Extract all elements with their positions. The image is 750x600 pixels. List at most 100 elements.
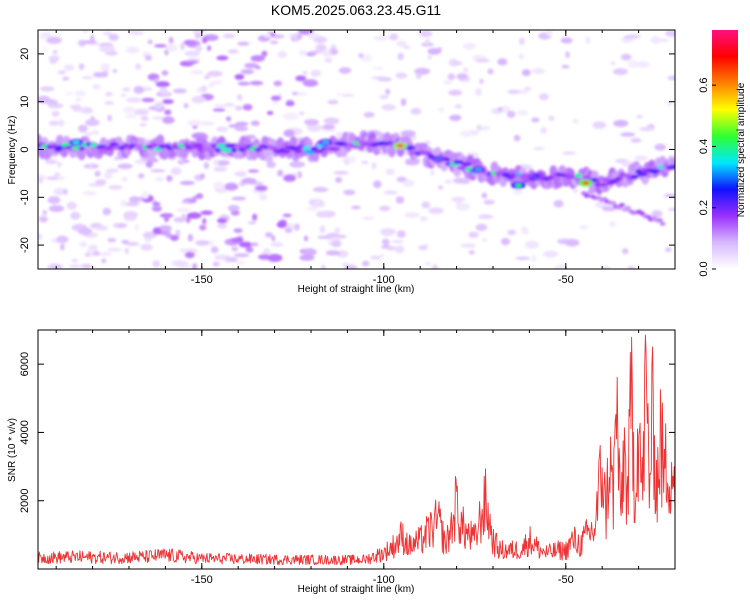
spectrogram-cell — [241, 177, 257, 184]
spectrogram-cell — [240, 69, 254, 75]
colorbar-tick-label: 0.6 — [698, 78, 710, 93]
spectrogram-cell — [396, 230, 406, 238]
spectrogram-cell — [237, 94, 243, 101]
spectrogram-cell — [177, 159, 185, 165]
spectrogram-cell — [474, 167, 482, 172]
spectrogram-cell — [361, 260, 370, 267]
spectrogram-cell — [656, 218, 663, 223]
spectrogram-cell — [572, 189, 579, 193]
spectrogram-cell — [235, 236, 244, 243]
spectrogram-cell — [363, 111, 375, 118]
spectrogram-cell — [418, 245, 428, 251]
spectrogram-cell — [77, 227, 93, 235]
spectrogram-cell — [475, 88, 482, 96]
spectrogram-cell — [554, 264, 568, 269]
spectrogram-cell — [386, 246, 397, 251]
spectrogram-cell — [302, 79, 319, 87]
spectrogram-cell — [289, 161, 305, 168]
spectrogram-y-tick-label: -10 — [19, 189, 31, 205]
spectrogram-cell — [430, 169, 435, 176]
spectrogram-cell — [140, 115, 149, 122]
spectrogram-cell — [427, 48, 442, 55]
colorbar-tick-label: 0.0 — [698, 261, 710, 276]
spectrogram-cell — [609, 221, 616, 227]
spectrogram-cell — [618, 203, 625, 207]
spectrogram-cell — [595, 202, 607, 208]
spectrogram-cell — [336, 92, 342, 96]
spectrogram-cell — [307, 32, 320, 40]
spectrogram-cell — [271, 235, 276, 242]
spectrogram-cell — [531, 68, 546, 74]
spectrogram-cell — [42, 32, 52, 38]
spectrogram-cell — [165, 232, 172, 239]
spectrogram-cell — [99, 45, 115, 53]
spectrogram-cell — [402, 179, 414, 187]
colorbar-ticks: 0.0 0.2 0.4 0.6 — [698, 78, 716, 277]
spectrogram-cell — [181, 200, 190, 204]
spectrogram-cell — [190, 70, 204, 75]
spectrogram-cell — [654, 143, 666, 151]
spectrogram-cell — [105, 91, 113, 97]
spectrogram-cell — [313, 149, 324, 154]
spectrogram-cell — [546, 30, 553, 37]
spectrogram-cell — [499, 105, 511, 113]
spectrogram-cell — [191, 132, 208, 140]
spectrogram-cell — [156, 134, 165, 147]
spectrogram-cell — [622, 248, 629, 254]
spectrogram-cell — [383, 190, 398, 195]
spectrogram-cell — [543, 250, 559, 258]
spectrogram-cell — [72, 140, 80, 145]
snr-x-tick-label: -50 — [558, 574, 574, 586]
spectrogram-cell — [269, 40, 279, 45]
spectrogram-cell — [583, 175, 590, 180]
spectrogram-cell — [211, 80, 223, 85]
spectrogram-cell — [120, 93, 126, 97]
spectrogram-cell — [105, 145, 115, 151]
spectrogram-cell — [321, 124, 335, 130]
spectrogram-cell — [51, 110, 60, 117]
spectrogram-cell — [254, 185, 268, 192]
spectrogram-cell — [152, 202, 161, 206]
spectrogram-cell — [517, 89, 530, 95]
spectrogram-cell — [361, 160, 369, 165]
spectrogram-cell — [516, 110, 529, 116]
spectrogram-cell — [150, 169, 166, 173]
spectrogram-cell — [395, 72, 408, 79]
spectrogram-cell — [60, 243, 65, 251]
spectrogram-cell — [450, 196, 466, 202]
spectrogram-cell — [213, 158, 219, 166]
spectrogram-cell — [449, 114, 462, 122]
spectrogram-cell — [107, 238, 117, 243]
spectrogram-cell — [404, 159, 420, 166]
spectrogram-cell — [533, 146, 545, 151]
spectrogram-cell — [42, 47, 47, 51]
spectrogram-cell — [333, 170, 350, 175]
spectrogram-cell — [304, 119, 319, 126]
spectrogram-cell — [444, 179, 453, 184]
spectrogram-cell — [276, 221, 287, 228]
spectrogram-cell — [405, 145, 416, 151]
spectrogram-cell — [186, 216, 191, 224]
spectrogram-cell — [636, 115, 643, 119]
spectrogram-cell — [582, 181, 590, 185]
spectrogram-cell — [427, 54, 433, 60]
spectrogram-cell — [100, 63, 111, 71]
spectrogram-cell — [515, 183, 522, 188]
spectrogram-cell — [147, 39, 153, 45]
spectrogram-cell — [163, 214, 170, 223]
spectrogram-cell — [223, 103, 235, 107]
spectrogram-cell — [667, 75, 675, 81]
spectrogram-cell — [71, 258, 78, 263]
spectrogram-cell — [128, 30, 145, 36]
spectrogram-cell — [668, 164, 675, 169]
spectrogram-cell — [319, 225, 326, 234]
spectrogram-cell — [283, 174, 296, 182]
spectrogram-cell — [234, 126, 249, 132]
spectrogram-cell — [226, 116, 232, 122]
spectrogram-cell — [195, 240, 211, 246]
spectrogram-cell — [199, 224, 207, 231]
spectrogram-cell — [328, 147, 340, 152]
spectrogram-cell — [207, 70, 223, 77]
spectrogram-cell — [306, 207, 319, 211]
spectrogram-cell — [351, 205, 361, 210]
